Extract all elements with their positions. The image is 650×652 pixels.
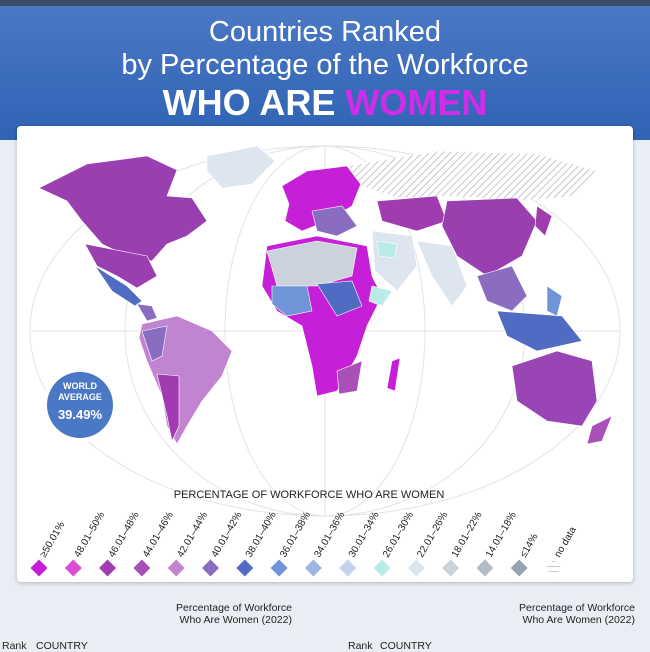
legend-swatch bbox=[339, 559, 357, 577]
legend-label: ≥50.01% bbox=[38, 520, 67, 560]
legend-swatch bbox=[30, 559, 48, 577]
legend-label: 30.01–34% bbox=[347, 510, 382, 559]
table-header: Rank bbox=[2, 640, 27, 652]
title-text: WHO ARE bbox=[162, 82, 336, 123]
legend-swatch bbox=[167, 559, 185, 577]
legend-label: 42.01–44% bbox=[175, 510, 210, 559]
legend: ≥50.01% 48.01–50% 46.01–48% 44.01–46% 42.01–… bbox=[30, 510, 579, 577]
legend-label: 14.01–18% bbox=[484, 510, 519, 559]
legend-label: 22.01–26% bbox=[415, 510, 450, 559]
legend-swatch bbox=[545, 559, 562, 577]
badge: WORLD AVERAGE 39.49% bbox=[43, 368, 117, 442]
legend-label: 44.01–46% bbox=[141, 510, 176, 559]
legend-label: no data bbox=[553, 525, 579, 560]
legend-swatch bbox=[64, 559, 82, 577]
legend-label: 46.01–48% bbox=[107, 510, 142, 559]
header-banner: Countries Ranked by Percentage of the Wo… bbox=[0, 0, 650, 140]
legend-label: 34.01–36% bbox=[312, 510, 347, 559]
badge-text: AVERAGE bbox=[58, 392, 102, 402]
table-header: Percentage of Workforce Who Are Women (2… bbox=[176, 602, 292, 626]
legend-label: 38.01–40% bbox=[244, 510, 279, 559]
badge-value: 39.49% bbox=[58, 407, 103, 422]
table-header: COUNTRY bbox=[380, 640, 432, 652]
legend-swatch bbox=[304, 559, 322, 577]
map-card: WORLD AVERAGE 39.49% PERCENTAGE OF WORKF… bbox=[17, 126, 633, 582]
title-highlight: WOMEN bbox=[345, 82, 488, 123]
legend-swatch bbox=[133, 559, 151, 577]
legend-swatch bbox=[510, 559, 528, 577]
legend-label: 40.01–42% bbox=[210, 510, 245, 559]
table-header: Rank bbox=[348, 640, 373, 652]
badge-text: WORLD bbox=[63, 381, 97, 391]
table-header: COUNTRY bbox=[36, 640, 88, 652]
legend-label: 48.01–50% bbox=[72, 510, 107, 559]
legend-swatch bbox=[236, 559, 254, 577]
legend-label: ≤14% bbox=[518, 532, 540, 560]
legend-swatch bbox=[99, 559, 117, 577]
legend-swatch bbox=[202, 559, 219, 577]
title-line: by Percentage of the Workforce bbox=[121, 49, 529, 81]
legend-label: 18.01–22% bbox=[450, 510, 485, 559]
map-countries bbox=[38, 145, 613, 445]
legend-swatch bbox=[373, 559, 391, 577]
title-line: Countries Ranked bbox=[208, 16, 442, 48]
legend-swatch bbox=[407, 559, 425, 577]
table-header: Percentage of Workforce Who Are Women (2… bbox=[519, 602, 635, 626]
title-emphasis: WHO ARE WOMEN bbox=[0, 82, 650, 124]
legend-title: PERCENTAGE OF WORKFORCE WHO ARE WOMEN bbox=[174, 489, 445, 501]
legend-label: 36.01–38% bbox=[278, 510, 313, 559]
legend-label: 26.01–30% bbox=[381, 510, 416, 559]
legend-swatch bbox=[442, 559, 460, 577]
legend-swatch bbox=[476, 559, 494, 577]
map-svg: WORLD AVERAGE 39.49% PERCENTAGE OF WORKF… bbox=[29, 145, 621, 577]
legend-swatch bbox=[270, 559, 288, 577]
